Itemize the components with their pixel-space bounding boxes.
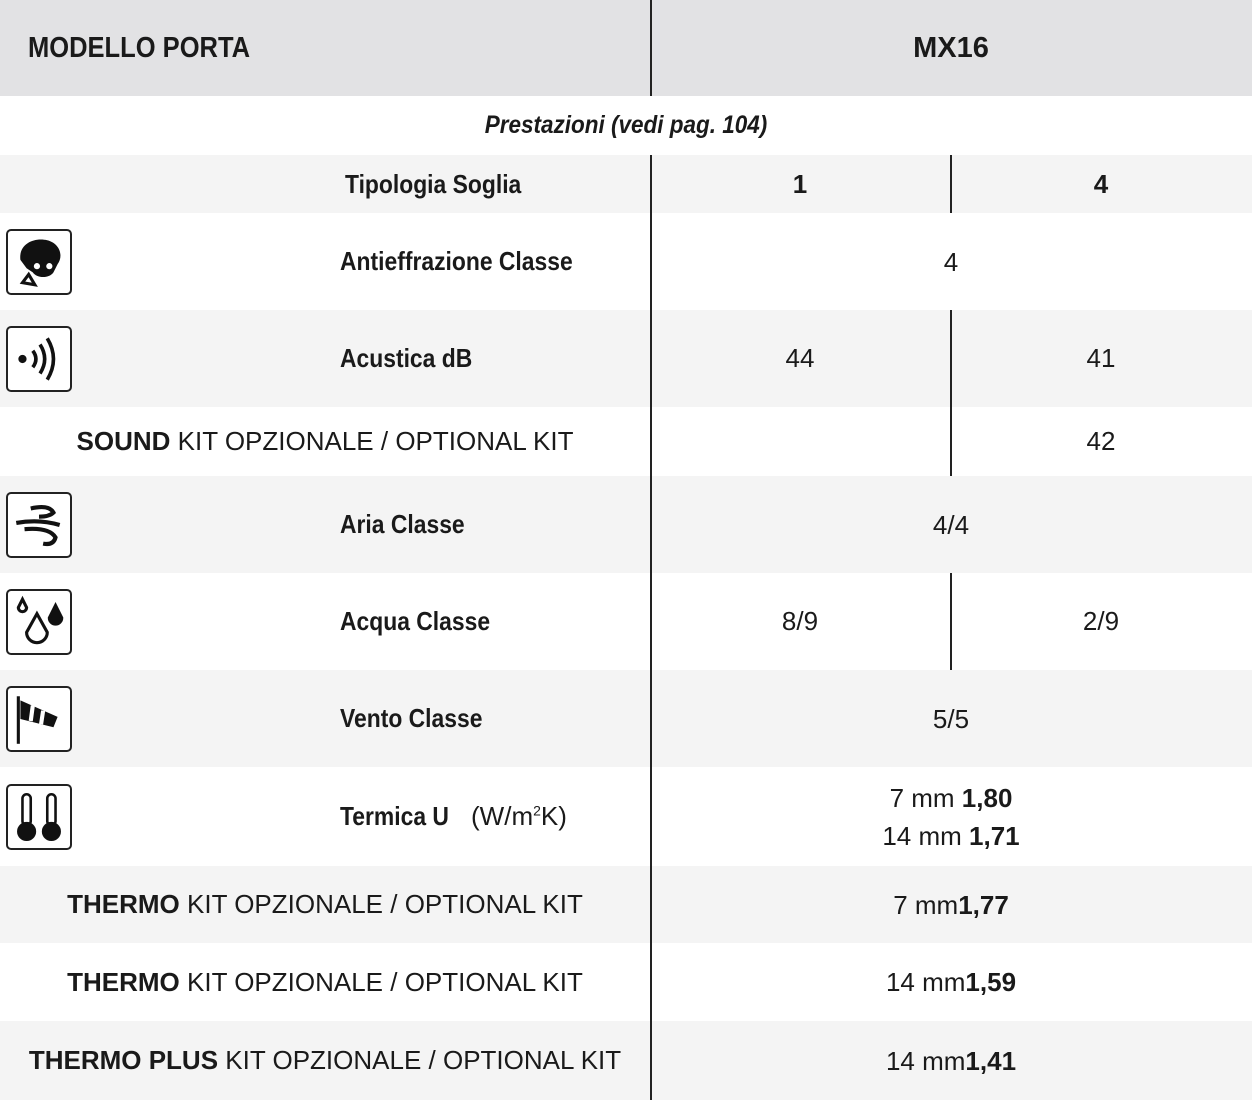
sound-waves-icon xyxy=(6,325,72,392)
water-drops-icon xyxy=(6,588,72,655)
row-aria: Aria Classe 4/4 xyxy=(0,476,1252,573)
air-wind-icon xyxy=(6,491,72,558)
row-thermo-kit-14: THERMO KIT OPZIONALE / OPTIONAL KIT 14 m… xyxy=(0,943,1252,1021)
section-title: Prestazioni (vedi pag. 104) xyxy=(484,111,768,139)
header-row: MODELLO PORTA MX16 xyxy=(0,0,1252,96)
row-thermo-kit-7: THERMO KIT OPZIONALE / OPTIONAL KIT 7 mm… xyxy=(0,866,1252,943)
acqua-label: Acqua Classe xyxy=(340,606,491,636)
antieffrazione-label: Antieffrazione Classe xyxy=(340,246,573,276)
threshold-label: Tipologia Soglia xyxy=(345,168,522,199)
threshold-row: Tipologia Soglia 1 4 xyxy=(0,155,1252,213)
sound-kit-label: SOUND KIT OPZIONALE / OPTIONAL KIT xyxy=(76,426,574,456)
burglar-icon xyxy=(6,228,72,295)
threshold-4: 4 xyxy=(1093,168,1109,199)
row-thermo-plus-kit: THERMO PLUS KIT OPZIONALE / OPTIONAL KIT… xyxy=(0,1021,1252,1100)
threshold-1: 1 xyxy=(792,168,808,199)
acustica-label: Acustica dB xyxy=(340,343,473,373)
row-antieffrazione: Antieffrazione Classe 4 xyxy=(0,213,1252,310)
aria-value: 4/4 xyxy=(932,509,970,540)
termica-value: 7 mm 1,80 14 mm 1,71 xyxy=(882,782,1020,851)
aria-label: Aria Classe xyxy=(340,509,465,539)
row-termica: Termica U (W/m2K) 7 mm 1,80 14 mm 1,71 xyxy=(0,767,1252,866)
acqua-1: 8/9 xyxy=(781,606,819,636)
vento-value: 5/5 xyxy=(932,703,970,734)
vento-label: Vento Classe xyxy=(340,703,483,733)
antieffrazione-value: 4 xyxy=(943,246,959,277)
sound-kit-4: 42 xyxy=(1086,426,1116,456)
windsock-icon xyxy=(6,685,72,752)
row-vento: Vento Classe 5/5 xyxy=(0,670,1252,767)
acustica-4: 41 xyxy=(1086,343,1116,373)
row-acqua: Acqua Classe 8/9 2/9 xyxy=(0,573,1252,670)
model-value: MX16 xyxy=(913,32,989,64)
row-acustica: Acustica dB 44 41 xyxy=(0,310,1252,407)
acustica-1: 44 xyxy=(785,343,815,373)
thermometers-icon xyxy=(6,783,72,850)
acqua-4: 2/9 xyxy=(1082,606,1120,636)
section-title-row: Prestazioni (vedi pag. 104) xyxy=(0,96,1252,155)
model-label: MODELLO PORTA xyxy=(28,31,251,64)
row-sound-kit: SOUND KIT OPZIONALE / OPTIONAL KIT 42 xyxy=(0,407,1252,476)
termica-label: Termica U (W/m2K) xyxy=(340,801,567,831)
